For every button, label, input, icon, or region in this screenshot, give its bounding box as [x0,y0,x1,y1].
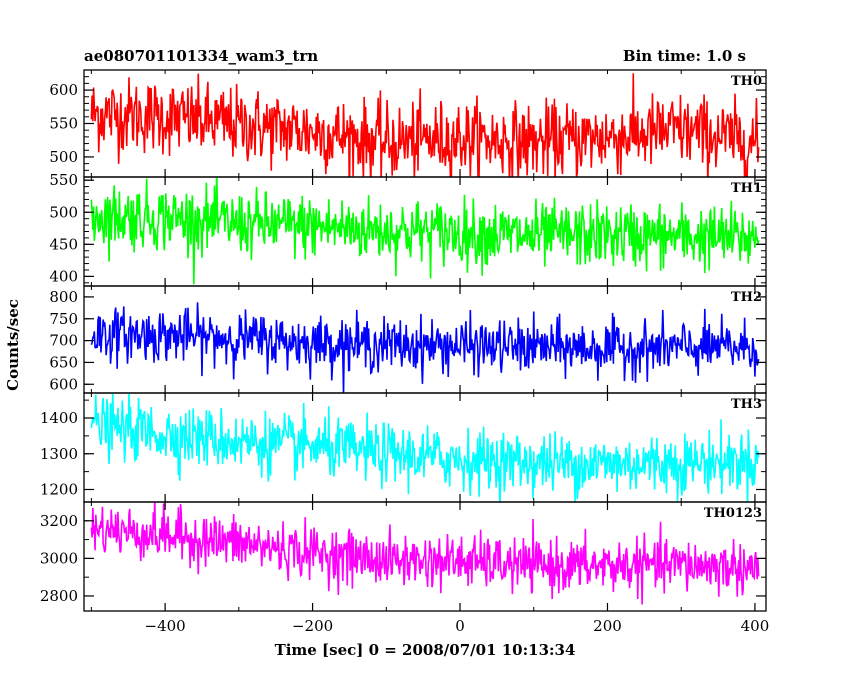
series-line-th0123 [90,502,760,605]
y-tick-label: 500 [49,203,78,221]
panel-th3: 1200 1300 1400 TH3 [40,392,767,503]
y-tick-label: 750 [49,310,78,328]
y-tick-label: 650 [49,353,78,371]
series-line-th3 [90,393,760,502]
panel-frame [83,392,767,503]
series-label-th2: TH2 [731,290,762,305]
panel-frame [83,501,767,612]
y-tick-label: 600 [49,81,78,99]
y-tick-label: 1200 [40,480,78,498]
y-tick-label: 3000 [40,549,78,567]
y-tick-label: 550 [49,171,78,189]
y-tick-label: 2800 [40,587,78,605]
x-tick-label: 400 [741,617,770,635]
x-tick-label: 200 [593,617,622,635]
x-tick-label: −400 [145,617,186,635]
y-tick-label: 450 [49,235,78,253]
bin-time-label: Bin time: 1.0 s [623,47,746,65]
panel-th2: 600 650 700 750 800 TH2 [49,285,767,394]
y-tick-label: 400 [49,267,78,285]
y-tick-label: 700 [49,332,78,350]
y-tick-label: 600 [49,375,78,393]
series-label-th3: TH3 [731,397,762,412]
y-axis-title: Counts/sec [4,299,22,391]
series-line-th0 [90,73,760,177]
panel-th0123: 2800 3000 3200 TH0123 [40,501,767,612]
y-tick-label: 3200 [40,512,78,530]
x-axis: −400 −200 0 200 400 [145,617,770,635]
panels: 500 550 600 TH0 400 450 500 550 TH1 600 650 700 750 8… [40,69,767,612]
panel-th1: 400 450 500 550 TH1 [49,171,767,287]
x-axis-title: Time [sec] 0 = 2008/07/01 10:13:34 [275,641,576,659]
y-tick-label: 550 [49,115,78,133]
series-label-th0123: TH0123 [704,506,762,521]
series-label-th1: TH1 [731,181,762,196]
y-tick-label: 500 [49,148,78,166]
y-tick-label: 1300 [40,445,78,463]
series-line-th2 [90,302,760,393]
x-tick-label: −200 [292,617,333,635]
y-tick-label: 1400 [40,409,78,427]
panel-th0: 500 550 600 TH0 [49,69,767,178]
series-label-th0: TH0 [731,74,762,89]
chart-title: ae080701101334_wam3_trn [84,47,318,65]
y-tick-label: 800 [49,288,78,306]
series-line-th1 [90,177,760,285]
x-tick-label: 0 [455,617,465,635]
